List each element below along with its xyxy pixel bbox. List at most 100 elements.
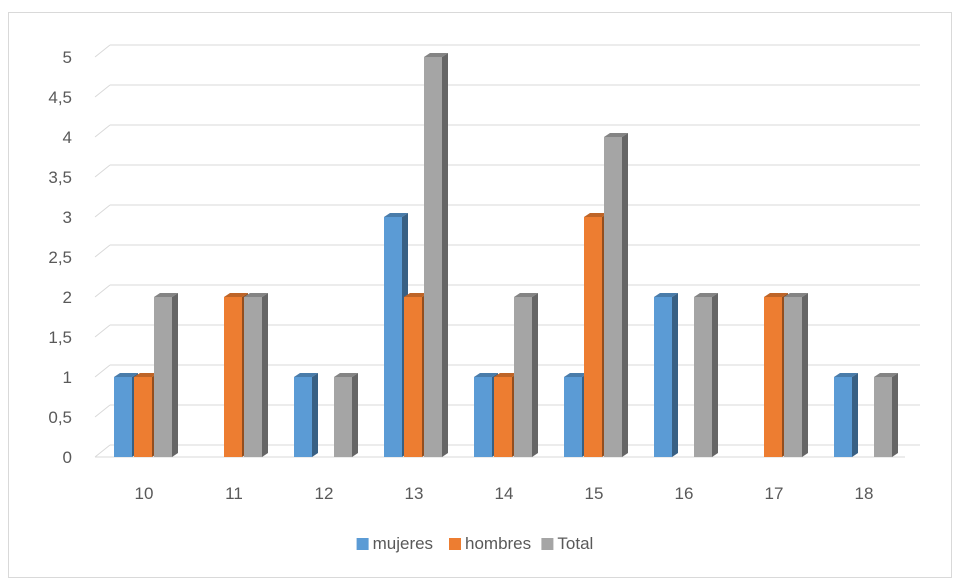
bar-top xyxy=(424,53,448,57)
bar-top xyxy=(784,293,808,297)
bar-side xyxy=(312,373,318,457)
bar-front xyxy=(384,217,402,457)
bar-top xyxy=(134,373,158,377)
bar-top xyxy=(294,373,318,377)
bar-front xyxy=(784,297,802,457)
bar-Total-12 xyxy=(334,373,358,457)
bar-top xyxy=(224,293,248,297)
y-tick-label: 1 xyxy=(63,368,72,387)
bar-Total-17 xyxy=(784,293,808,457)
bar-top xyxy=(384,213,408,217)
y-tick-label: 0,5 xyxy=(48,408,72,427)
y-tick-label: 3,5 xyxy=(48,168,72,187)
y-axis: 0 0,5 1 1,5 2 2,5 3 3,5 4 4,5 5 xyxy=(48,48,72,467)
grid-diagonal xyxy=(94,84,111,98)
bar-side xyxy=(172,293,178,457)
bar-front xyxy=(424,57,442,457)
y-tick-label: 4 xyxy=(63,128,72,147)
bar-top xyxy=(474,373,498,377)
bars xyxy=(114,53,898,457)
bar-side xyxy=(802,293,808,457)
bar-side xyxy=(622,133,628,457)
bar-front xyxy=(244,297,262,457)
bar-front xyxy=(114,377,132,457)
x-tick-label: 13 xyxy=(405,484,424,503)
grid-diagonal xyxy=(94,284,111,298)
bar-front xyxy=(224,297,242,457)
grid-diagonal xyxy=(94,364,111,378)
bar-Total-10 xyxy=(154,293,178,457)
bar-Total-15 xyxy=(604,133,628,457)
bar-Total-13 xyxy=(424,53,448,457)
bar-side xyxy=(712,293,718,457)
legend-swatch-hombres xyxy=(449,538,461,550)
bar-front xyxy=(134,377,152,457)
grid-diagonal xyxy=(94,204,111,218)
bar-mujeres-16 xyxy=(654,293,678,457)
bar-front xyxy=(764,297,782,457)
bar-top xyxy=(654,293,678,297)
bar-front xyxy=(294,377,312,457)
legend-label-hombres: hombres xyxy=(465,534,531,553)
bar-top xyxy=(584,213,608,217)
bar-front xyxy=(654,297,672,457)
bar-side xyxy=(892,373,898,457)
bar-front xyxy=(874,377,892,457)
bar-side xyxy=(672,293,678,457)
grid-diagonal xyxy=(94,244,111,258)
x-axis: 10 11 12 13 14 15 16 17 18 xyxy=(135,484,874,503)
legend-label-Total: Total xyxy=(557,534,593,553)
bar-front xyxy=(604,137,622,457)
bar-top xyxy=(874,373,898,377)
bar-top xyxy=(334,373,358,377)
y-tick-label: 4,5 xyxy=(48,88,72,107)
bar-front xyxy=(474,377,492,457)
bar-side xyxy=(852,373,858,457)
bar-Total-14 xyxy=(514,293,538,457)
bar-front xyxy=(694,297,712,457)
x-tick-label: 17 xyxy=(765,484,784,503)
bar-front xyxy=(584,217,602,457)
bar-top xyxy=(694,293,718,297)
y-tick-label: 0 xyxy=(63,448,72,467)
x-tick-label: 10 xyxy=(135,484,154,503)
bar-Total-16 xyxy=(694,293,718,457)
grid-diagonal xyxy=(94,404,111,418)
bar-top xyxy=(514,293,538,297)
bar-top xyxy=(114,373,138,377)
y-tick-label: 1,5 xyxy=(48,328,72,347)
bar-side xyxy=(532,293,538,457)
bar-side xyxy=(262,293,268,457)
legend-label-mujeres: mujeres xyxy=(373,534,433,553)
bar-front xyxy=(494,377,512,457)
bar-front xyxy=(154,297,172,457)
legend: mujeres hombres Total xyxy=(356,534,593,553)
grid-diagonal xyxy=(94,324,111,338)
grid-diagonal xyxy=(94,164,111,178)
y-tick-label: 2 xyxy=(63,288,72,307)
bar-front xyxy=(514,297,532,457)
bar-Total-11 xyxy=(244,293,268,457)
bar-side xyxy=(442,53,448,457)
bar-front xyxy=(834,377,852,457)
grid-diagonal xyxy=(94,44,111,58)
bar-side xyxy=(352,373,358,457)
bar-mujeres-12 xyxy=(294,373,318,457)
bar-top xyxy=(764,293,788,297)
x-tick-label: 12 xyxy=(315,484,334,503)
bar-Total-18 xyxy=(874,373,898,457)
bar-top xyxy=(564,373,588,377)
grid-diagonal xyxy=(94,124,111,138)
legend-swatch-Total xyxy=(541,538,554,550)
bar-front xyxy=(334,377,352,457)
bar-top xyxy=(494,373,518,377)
grid-diagonal xyxy=(94,444,111,458)
bar-front xyxy=(564,377,582,457)
x-tick-label: 18 xyxy=(855,484,874,503)
x-tick-label: 15 xyxy=(585,484,604,503)
y-tick-label: 2,5 xyxy=(48,248,72,267)
legend-swatch-mujeres xyxy=(356,538,369,550)
x-tick-label: 14 xyxy=(495,484,514,503)
bar-top xyxy=(604,133,628,137)
